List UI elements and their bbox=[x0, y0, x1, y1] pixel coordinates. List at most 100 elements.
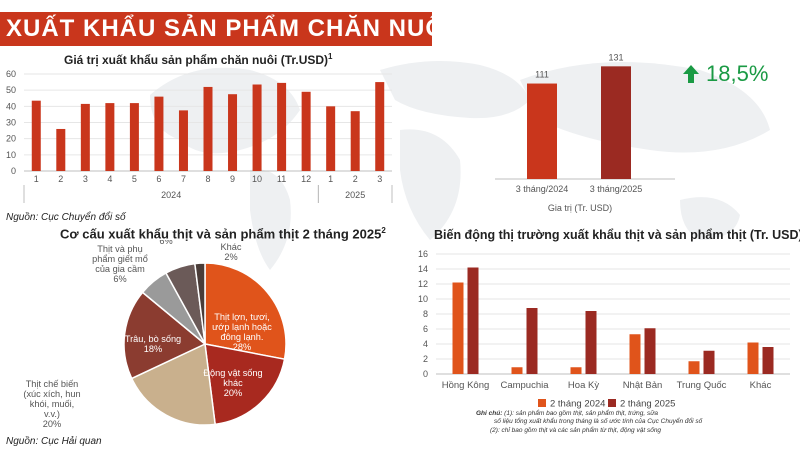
bar bbox=[703, 350, 715, 374]
pie-slice bbox=[194, 262, 206, 345]
x-tick-label: 5 bbox=[132, 174, 137, 184]
chart1-title-sup: 1 bbox=[328, 52, 333, 61]
x-tick-label: 2 bbox=[58, 174, 63, 184]
pie-slice bbox=[130, 342, 216, 426]
pie-slice bbox=[204, 262, 287, 361]
bar bbox=[105, 103, 115, 171]
x-tick-label: 10 bbox=[252, 174, 262, 184]
bar bbox=[644, 328, 656, 374]
y-tick-label: 10 bbox=[6, 150, 16, 160]
chart1-title-text: Giá trị xuất khẩu sản phẩm chăn nuôi (Tr… bbox=[64, 53, 329, 67]
y-tick-label: 10 bbox=[418, 294, 428, 304]
slice-label: Thịt và phụ phẩm giết mổ của gia cầm 6% bbox=[92, 244, 148, 284]
chart1-title: Giá trị xuất khẩu sản phẩm chăn nuôi (Tr… bbox=[64, 52, 333, 67]
bar bbox=[228, 94, 238, 171]
data-label: 131 bbox=[608, 52, 623, 62]
bar bbox=[526, 308, 538, 374]
x-tick-label: 2 bbox=[353, 174, 358, 184]
x-tick-label: 7 bbox=[181, 174, 186, 184]
bar bbox=[154, 96, 164, 171]
slice-label: Động vật sống khác 20% bbox=[203, 368, 262, 398]
chart4-title-text: Biến động thị trường xuất khẩu thịt và s… bbox=[434, 228, 800, 242]
y-tick-label: 0 bbox=[423, 369, 428, 379]
bar bbox=[203, 86, 213, 171]
chart4-title: Biến động thị trường xuất khẩu thịt và s… bbox=[434, 228, 800, 242]
bar bbox=[178, 110, 188, 171]
bar bbox=[375, 82, 385, 171]
bar bbox=[688, 361, 700, 374]
x-tick-label: 1 bbox=[34, 174, 39, 184]
bar bbox=[747, 342, 759, 374]
chart3-source: Nguồn: Cục Hải quan bbox=[6, 436, 102, 447]
y-tick-label: 12 bbox=[418, 279, 428, 289]
pie-slice bbox=[204, 343, 286, 426]
y-tick-label: 0 bbox=[11, 166, 16, 176]
chart1-source: Nguồn: Cục Chuyển đổi số bbox=[6, 212, 126, 223]
slice-label: Thịt chế biến (xúc xích, hun khói, muối, v.… bbox=[23, 379, 80, 429]
pie-slice bbox=[123, 291, 207, 380]
bar bbox=[80, 103, 90, 171]
y-tick-label: 40 bbox=[6, 101, 16, 111]
bar bbox=[56, 128, 66, 171]
bar bbox=[762, 347, 774, 374]
x-tick-label: 3 bbox=[377, 174, 382, 184]
bar bbox=[511, 367, 523, 374]
quarter-compare-bar-chart: 111 3 tháng/2024 131 3 tháng/2025 Gia trị (T… bbox=[495, 52, 675, 213]
x-tick-label: 3 tháng/2024 bbox=[516, 184, 569, 194]
growth-indicator: 18,5% bbox=[682, 61, 768, 87]
x-tick-label: Hoa Kỳ bbox=[568, 380, 599, 391]
y-tick-label: 50 bbox=[6, 85, 16, 95]
x-tick-label: Khác bbox=[750, 380, 772, 391]
x-tick-label: Hồng Kông bbox=[442, 380, 490, 391]
y-tick-label: 60 bbox=[6, 69, 16, 79]
legend-label: 2 tháng 2024 bbox=[550, 399, 605, 410]
x-tick-label: 3 bbox=[83, 174, 88, 184]
x-tick-label: 11 bbox=[277, 174, 286, 184]
bar bbox=[629, 334, 641, 374]
bar bbox=[31, 100, 41, 171]
y-tick-label: 30 bbox=[6, 118, 16, 128]
page-title: XUẤT KHẨU SẢN PHẨM CHĂN NUÔI bbox=[6, 15, 453, 42]
y-tick-label: 6 bbox=[423, 324, 428, 334]
arrow-up-icon bbox=[683, 65, 699, 83]
x-tick-label: 1 bbox=[328, 174, 333, 184]
bar bbox=[601, 66, 631, 179]
legend-label: 2 tháng 2025 bbox=[620, 399, 675, 410]
data-label: 111 bbox=[535, 70, 549, 80]
x-tick-label: Trung Quốc bbox=[677, 380, 727, 391]
bar bbox=[252, 84, 262, 171]
y-tick-label: 4 bbox=[423, 339, 428, 349]
market-grouped-bar-chart: 0 2 4 6 8 10 12 14 16 Hồng Kông Campuchia Hoa Kỳ Nhậ… bbox=[418, 249, 790, 410]
chart4-notes: Ghi chú: (1): sản phẩm bao gồm thịt, sản… bbox=[476, 410, 702, 435]
notes-line3: (2): chỉ bao gồm thịt và các sản phẩm từ… bbox=[490, 426, 662, 434]
slice-label: Thịt khác6% bbox=[147, 240, 185, 246]
slice-label: Thịt lợn, tươi, ướp lạnh hoặc đông lạnh. 28… bbox=[212, 312, 272, 352]
x-tick-label: 12 bbox=[301, 174, 311, 184]
legend-swatch bbox=[608, 399, 616, 407]
bar bbox=[585, 311, 597, 374]
bar bbox=[301, 91, 311, 171]
y-tick-label: 2 bbox=[423, 354, 428, 364]
y-axis-title: Gia trị (Tr. USD) bbox=[548, 203, 612, 213]
y-tick-label: 20 bbox=[6, 134, 16, 144]
y-tick-label: 8 bbox=[423, 309, 428, 319]
y-tick-label: 16 bbox=[418, 249, 428, 259]
chart3-title-text: Cơ cấu xuất khẩu thịt và sản phẩm thịt 2… bbox=[60, 226, 382, 242]
x-tick-label: 4 bbox=[107, 174, 112, 184]
bar bbox=[277, 82, 287, 171]
slice-label: Trâu, bò sống 18% bbox=[125, 334, 181, 354]
x-tick-label: Nhật Bản bbox=[623, 380, 663, 391]
bar bbox=[326, 106, 336, 171]
x-tick-label: 9 bbox=[230, 174, 235, 184]
slice-label: Khác 2% bbox=[221, 242, 242, 262]
bar bbox=[570, 367, 582, 374]
bar bbox=[452, 282, 464, 374]
legend-swatch bbox=[538, 399, 546, 407]
bar bbox=[129, 103, 139, 171]
group-label: 2024 bbox=[161, 190, 181, 200]
y-tick-label: 14 bbox=[418, 264, 428, 274]
x-tick-label: Campuchia bbox=[500, 380, 549, 391]
notes-label: Ghi chú: bbox=[476, 410, 503, 417]
group-label: 2025 bbox=[345, 190, 365, 200]
